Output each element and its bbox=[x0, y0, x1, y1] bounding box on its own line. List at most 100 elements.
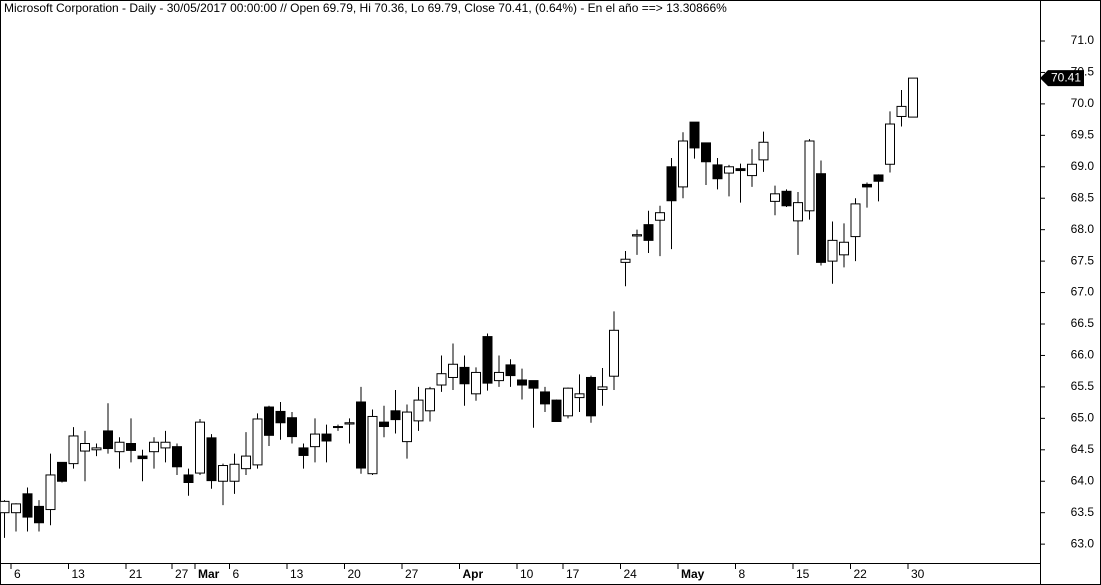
candle-body bbox=[850, 203, 861, 238]
candle-body bbox=[781, 190, 792, 207]
candle-body bbox=[517, 379, 527, 386]
candle-body bbox=[793, 202, 803, 222]
candle-body bbox=[609, 329, 619, 377]
y-tick-label: 63.0 bbox=[1071, 536, 1095, 550]
candle-body bbox=[597, 386, 608, 390]
candle-body bbox=[195, 421, 205, 474]
x-tick-label: Apr bbox=[463, 567, 484, 581]
candle-body bbox=[252, 418, 263, 466]
y-tick-label: 67.5 bbox=[1071, 253, 1095, 267]
y-tick-label: 64.5 bbox=[1071, 442, 1095, 456]
x-tick-label: 15 bbox=[796, 567, 810, 581]
x-tick-label: 13 bbox=[290, 567, 304, 581]
candle-body bbox=[413, 399, 424, 422]
candle-body bbox=[724, 166, 734, 174]
x-tick-label: 13 bbox=[72, 567, 86, 581]
x-tick-label: 21 bbox=[129, 567, 143, 581]
candle-body bbox=[22, 493, 33, 518]
y-tick-label: 68.0 bbox=[1071, 222, 1095, 236]
candle-body bbox=[172, 446, 182, 468]
candle-body bbox=[678, 140, 688, 188]
candle-body bbox=[505, 364, 516, 377]
candle-body bbox=[310, 433, 320, 448]
last-price-marker bbox=[1040, 70, 1084, 87]
candle-body bbox=[333, 426, 343, 429]
candle-body bbox=[425, 388, 435, 412]
candle-body bbox=[862, 183, 872, 188]
candle-body bbox=[206, 437, 217, 482]
candle-body bbox=[574, 393, 585, 399]
candle-body bbox=[528, 380, 539, 389]
candle-body bbox=[896, 105, 907, 117]
candle-body bbox=[367, 415, 378, 475]
candle-body bbox=[459, 366, 470, 385]
y-tick-label: 67.0 bbox=[1071, 285, 1095, 299]
candle-body bbox=[160, 441, 171, 449]
candle-body bbox=[68, 435, 79, 465]
candle-body bbox=[321, 433, 332, 442]
candle-body bbox=[137, 455, 148, 460]
candle-body bbox=[229, 463, 240, 482]
candle-body bbox=[114, 441, 125, 453]
y-tick-label: 66.5 bbox=[1071, 316, 1095, 330]
y-tick-label: 65.0 bbox=[1071, 411, 1095, 425]
candle-body bbox=[275, 410, 286, 424]
candle-body bbox=[0, 500, 10, 514]
y-tick-label: 65.5 bbox=[1071, 379, 1095, 393]
candle-body bbox=[11, 503, 21, 514]
candle-body bbox=[80, 443, 90, 452]
candle-body bbox=[712, 164, 723, 180]
y-tick-label: 69.5 bbox=[1071, 128, 1095, 142]
y-tick-label: 66.0 bbox=[1071, 348, 1095, 362]
x-tick-label: 27 bbox=[175, 567, 189, 581]
candle-body bbox=[287, 417, 297, 438]
x-tick-label: 30 bbox=[911, 567, 925, 581]
candle-body bbox=[149, 441, 159, 453]
candle-body bbox=[873, 174, 884, 182]
x-tick-label: 6 bbox=[233, 567, 240, 581]
candle-body bbox=[747, 163, 757, 177]
candle-body bbox=[402, 411, 412, 443]
candle-body bbox=[241, 455, 251, 470]
candle-body bbox=[885, 123, 895, 165]
candle-body bbox=[770, 193, 780, 202]
candle-body bbox=[551, 399, 562, 422]
candle-body bbox=[816, 173, 826, 263]
candle-body bbox=[540, 391, 550, 405]
y-tick-label: 63.5 bbox=[1071, 505, 1095, 519]
candle-body bbox=[436, 373, 447, 386]
chart-title: Microsoft Corporation - Daily - 30/05/20… bbox=[4, 1, 727, 15]
x-tick-label: 17 bbox=[566, 567, 580, 581]
x-tick-label: 8 bbox=[739, 567, 746, 581]
candle-body bbox=[34, 505, 44, 524]
candle-body bbox=[344, 422, 355, 425]
y-tick-label: 68.5 bbox=[1071, 190, 1095, 204]
last-price-label: 70.41 bbox=[1051, 70, 1081, 84]
candle-body bbox=[218, 465, 228, 482]
candle-body bbox=[666, 166, 677, 202]
y-tick-label: 71.0 bbox=[1071, 33, 1095, 47]
candle-body bbox=[298, 447, 309, 456]
x-tick-label: 6 bbox=[14, 567, 21, 581]
candle-body bbox=[735, 168, 746, 172]
candle-body bbox=[586, 376, 596, 417]
candle-body bbox=[494, 371, 504, 382]
candle-body bbox=[701, 142, 711, 163]
x-tick-label: 20 bbox=[348, 567, 362, 581]
candle-body bbox=[620, 258, 631, 263]
candle-body bbox=[264, 406, 274, 436]
candle-body bbox=[758, 141, 769, 161]
candle-body bbox=[183, 474, 194, 483]
candle-body bbox=[632, 234, 642, 237]
candle-body bbox=[356, 401, 366, 469]
candle-body bbox=[91, 447, 102, 451]
y-tick-label: 70.0 bbox=[1071, 96, 1095, 110]
candle-body bbox=[379, 421, 389, 428]
candle-body bbox=[839, 241, 849, 256]
candle-body bbox=[804, 140, 815, 212]
candle-body bbox=[448, 363, 458, 378]
x-tick-label: 22 bbox=[854, 567, 868, 581]
candle-body bbox=[103, 430, 113, 450]
